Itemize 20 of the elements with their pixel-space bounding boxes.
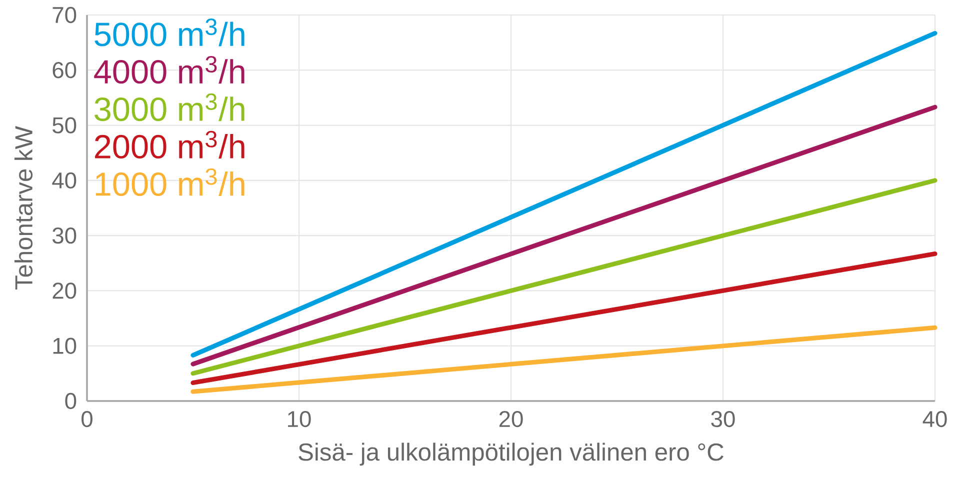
- y-tick-label: 20: [52, 282, 76, 299]
- text: 5000 m$^{3}$/h: [94, 18, 244, 46]
- text: 4000 m$^{3}$/h: [94, 56, 244, 84]
- x-axis-title: Sisä- ja ulkolämpötilojen välinen ero °C: [298, 442, 724, 466]
- text: 3000 m$^{3}$/h: [94, 93, 244, 122]
- y-tick-label: 30: [52, 227, 76, 244]
- y-tick-label: 0: [65, 392, 76, 410]
- x-tick-label: 10: [288, 410, 311, 428]
- x-tick-label: 30: [711, 410, 735, 428]
- y-tick-label: 10: [53, 338, 76, 354]
- y-tick-label: 50: [52, 117, 76, 134]
- x-tick-label: 20: [499, 410, 523, 428]
- y-tick-label: 60: [52, 62, 76, 78]
- text: 2000 m$^{3}$/h: [95, 130, 244, 159]
- y-axis-title: Tehontarve kW: [14, 126, 33, 290]
- x-tick-label: 0: [82, 410, 92, 428]
- y-tick-label: 40: [52, 172, 76, 189]
- y-tick-label: 70: [52, 6, 76, 24]
- text: 1000 m$^{3}$/h: [96, 168, 244, 196]
- x-tick-label: 40: [922, 410, 947, 428]
